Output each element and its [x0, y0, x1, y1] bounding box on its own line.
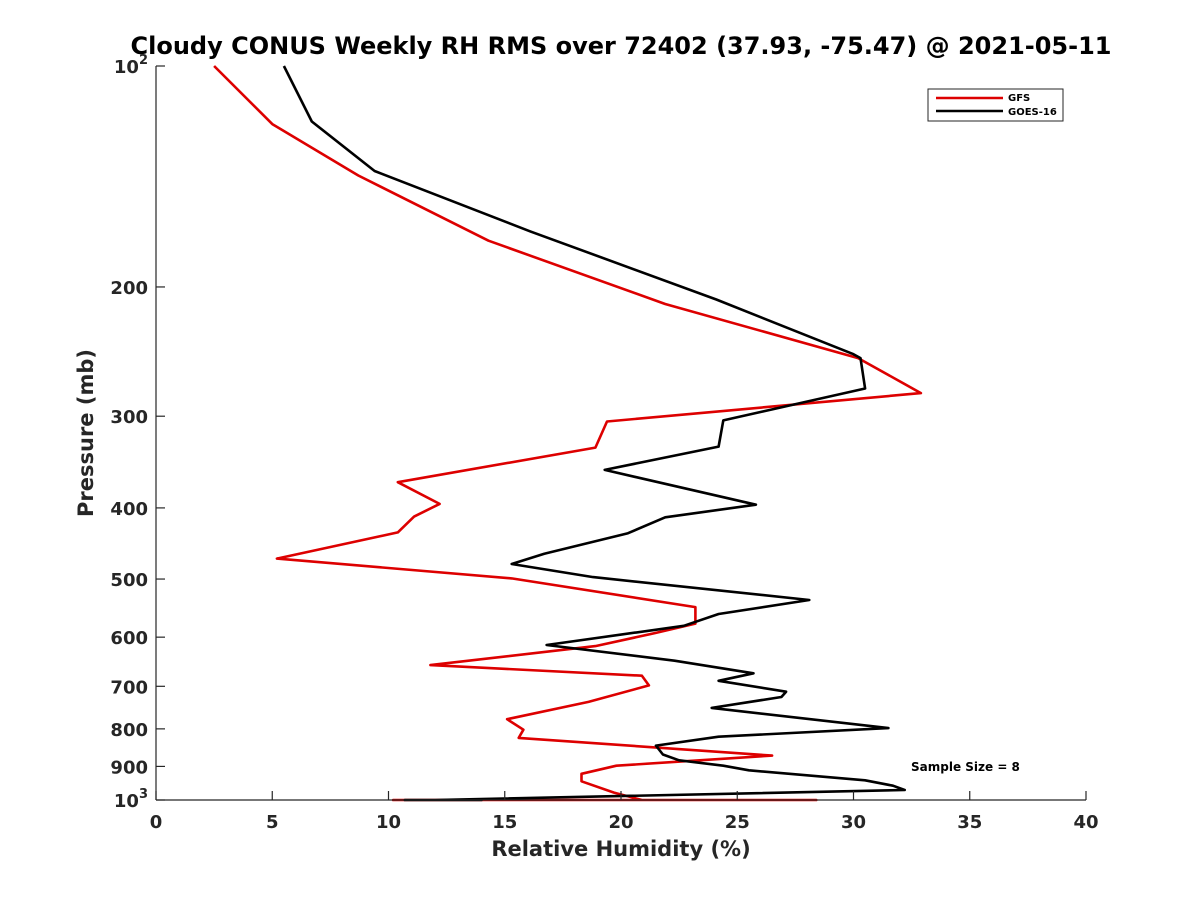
y-tick-label-exponent: 3 — [139, 787, 148, 802]
y-tick-label-base: 900 — [110, 757, 148, 778]
x-tick-label: 40 — [1073, 812, 1098, 833]
y-tick-label: 102 — [114, 53, 148, 78]
x-tick-label: 5 — [266, 812, 279, 833]
y-tick-label-base: 400 — [110, 499, 148, 520]
y-tick-label: 103 — [114, 787, 148, 812]
plot-area — [156, 66, 1086, 800]
y-tick-label-base: 200 — [110, 278, 148, 299]
x-tick-label: 25 — [725, 812, 750, 833]
x-axis-label: Relative Humidity (%) — [491, 837, 750, 861]
legend-box — [927, 88, 1064, 122]
y-tick-label-base: 700 — [110, 677, 148, 698]
legend: GFS GOES-16 — [927, 88, 1064, 122]
y-tick-label: 800 — [110, 720, 148, 741]
y-tick-label: 500 — [110, 570, 148, 591]
x-tick-label: 20 — [608, 812, 633, 833]
sample-size-annotation: Sample Size = 8 — [911, 760, 1020, 774]
x-axis-ticks: 0 5 10 15 20 25 30 35 40 — [150, 791, 1099, 833]
y-tick-label-base: 10 — [114, 57, 139, 78]
y-tick-label: 900 — [110, 757, 148, 778]
legend-label-goes-16: GOES-16 — [1008, 107, 1057, 118]
x-tick-label: 15 — [492, 812, 517, 833]
y-tick-label-base: 600 — [110, 628, 148, 649]
y-tick-label-base: 300 — [110, 407, 148, 428]
x-tick-label: 30 — [841, 812, 866, 833]
x-tick-label: 35 — [957, 812, 982, 833]
y-tick-label: 300 — [110, 407, 148, 428]
y-tick-label: 400 — [110, 499, 148, 520]
y-tick-label: 700 — [110, 677, 148, 698]
series-line-goes-16 — [282, 65, 907, 802]
y-tick-label-base: 800 — [110, 720, 148, 741]
y-tick-label: 200 — [110, 278, 148, 299]
legend-label-gfs: GFS — [1008, 93, 1030, 104]
y-tick-label-exponent: 2 — [139, 53, 148, 68]
x-tick-label: 0 — [150, 812, 163, 833]
y-tick-label-base: 10 — [114, 791, 139, 812]
y-tick-label-base: 500 — [110, 570, 148, 591]
y-axis-label: Pressure (mb) — [74, 349, 98, 517]
x-tick-label: 10 — [376, 812, 401, 833]
y-tick-label: 600 — [110, 628, 148, 649]
chart-title: Cloudy CONUS Weekly RH RMS over 72402 (3… — [131, 32, 1112, 60]
